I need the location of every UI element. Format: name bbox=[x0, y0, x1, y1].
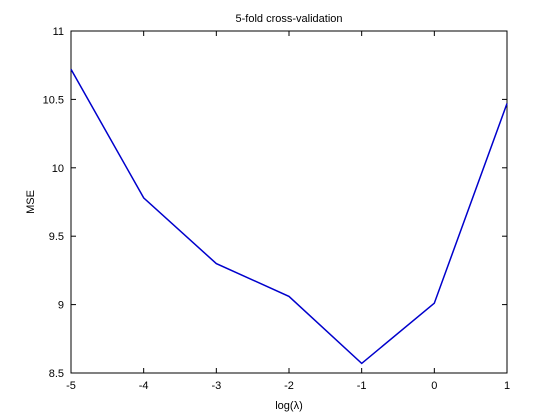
y-tick-label: 11 bbox=[53, 26, 64, 38]
y-tick-label: 10 bbox=[52, 163, 64, 175]
axis-ticks bbox=[70, 30, 508, 374]
y-axis-label: MSE bbox=[25, 190, 37, 214]
x-tick-label: 1 bbox=[504, 380, 510, 392]
x-tick-label: -2 bbox=[284, 380, 294, 392]
x-tick-label: -1 bbox=[357, 380, 367, 392]
series-line bbox=[70, 68, 508, 365]
tick-labels: -5 -4 -3 -2 -1 0 1 8.5 9 9.5 10 10.5 11 bbox=[43, 26, 510, 392]
x-tick-label: 0 bbox=[431, 380, 437, 392]
y-tick-label: 10.5 bbox=[43, 94, 64, 106]
x-tick-label: -5 bbox=[66, 380, 76, 392]
x-axis-label: log(λ) bbox=[275, 400, 303, 412]
y-tick-label: 8.5 bbox=[49, 368, 64, 380]
chart-title: 5-fold cross-validation bbox=[236, 13, 343, 25]
y-tick-label: 9 bbox=[58, 300, 64, 312]
y-tick-label: 9.5 bbox=[49, 231, 64, 243]
x-tick-label: -4 bbox=[139, 380, 149, 392]
plot-area bbox=[70, 30, 508, 374]
x-tick-label: -3 bbox=[211, 380, 221, 392]
